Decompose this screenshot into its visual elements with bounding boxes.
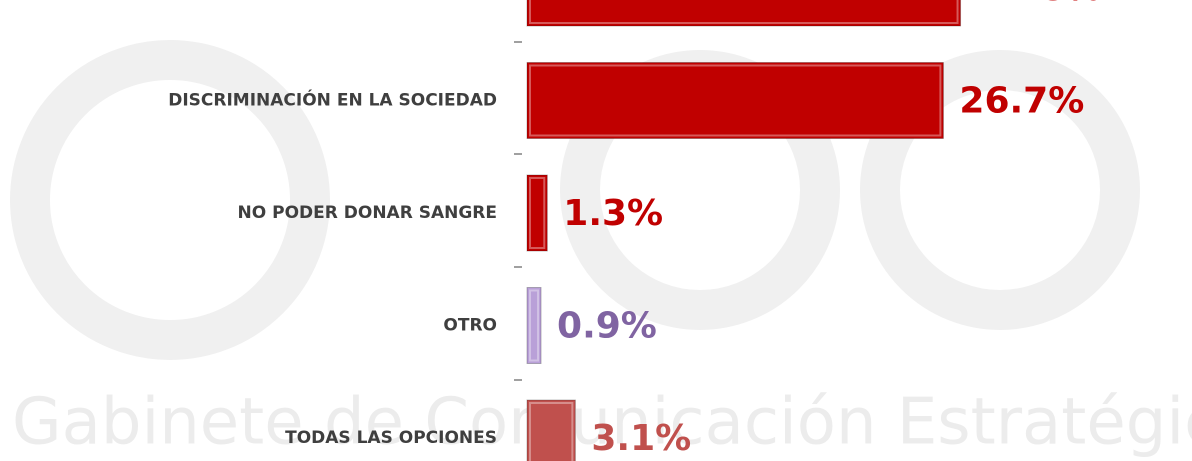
value-label: 0.9% [557,306,657,347]
value-label: 3.1% [591,418,691,459]
value-label: 1.3% [563,193,663,234]
category-label: TODAS LAS OPCIONES [285,428,497,448]
bar [526,399,576,461]
axis-ticks [514,41,522,381]
bar-highlight [529,402,574,461]
bar-highlight [529,64,942,137]
bar [526,174,548,252]
category-label: DISCRIMINACIÓN EN LA SOCIEDAD [168,89,497,111]
bar-highlight [529,289,540,362]
bar-highlight [529,177,546,249]
bar [526,287,542,364]
bar [526,0,962,27]
category-label: NO PODER DONAR SANGRE [238,203,497,223]
value-label: 26.7% [959,81,1084,122]
category-label: OTRO [443,316,497,336]
bar [526,62,944,139]
value-label: 27.8% [977,0,1102,9]
watermark: Gabinete de Comunicación Estratégica [12,386,1192,460]
bar-highlight [529,0,959,24]
